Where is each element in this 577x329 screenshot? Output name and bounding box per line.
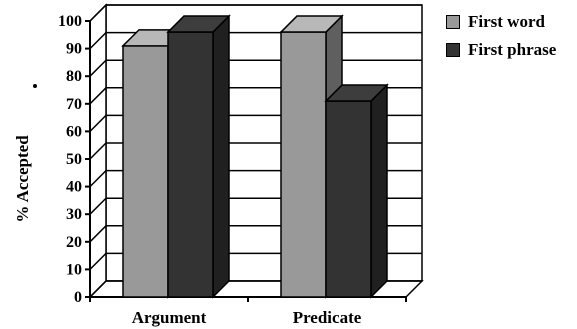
bar-front [280,31,327,298]
bar-front [325,100,372,298]
bar-top [166,15,231,33]
y-tick-label-100: 100 [58,13,82,30]
y-tick-label-70: 70 [66,96,82,113]
stray-dot [33,84,37,88]
y-tick-label-30: 30 [66,206,82,223]
legend-swatch-first-phrase [446,43,460,57]
y-tick-label-0: 0 [74,289,82,306]
bar-front [167,31,214,298]
x-tick-label-argument: Argument [132,308,207,327]
gridline-100 [89,4,422,22]
y-tick-label-10: 10 [66,261,82,278]
y-tick-label-20: 20 [66,234,82,251]
legend-label-first-phrase: First phrase [468,40,557,59]
y-tick-label-60: 60 [66,123,82,140]
x-tick-labels: Argument Predicate [132,308,362,327]
y-axis-title: % Accepted [13,135,32,223]
legend-label-first-word: First word [468,12,545,31]
bar-top [279,15,344,33]
y-tick-label-50: 50 [66,151,82,168]
bar-predicate-first-phrase [324,83,389,299]
bars [121,14,389,299]
legend: First word First phrase [446,10,556,66]
y-tick-label-40: 40 [66,179,82,196]
legend-item-first-word: First word [446,10,556,34]
y-tick-labels: 0 10 20 30 40 50 60 70 80 90 100 [58,13,82,306]
bar-side [370,83,388,299]
legend-item-first-phrase: First phrase [446,38,556,62]
legend-swatch-first-word [446,15,460,29]
x-tick-label-predicate: Predicate [293,308,362,327]
bar-front [122,45,169,298]
bar-top [324,84,389,102]
bar-argument-first-phrase [166,14,231,299]
y-tick-label-90: 90 [66,41,82,58]
y-tick-label-80: 80 [66,68,82,85]
bar-side [212,14,230,299]
